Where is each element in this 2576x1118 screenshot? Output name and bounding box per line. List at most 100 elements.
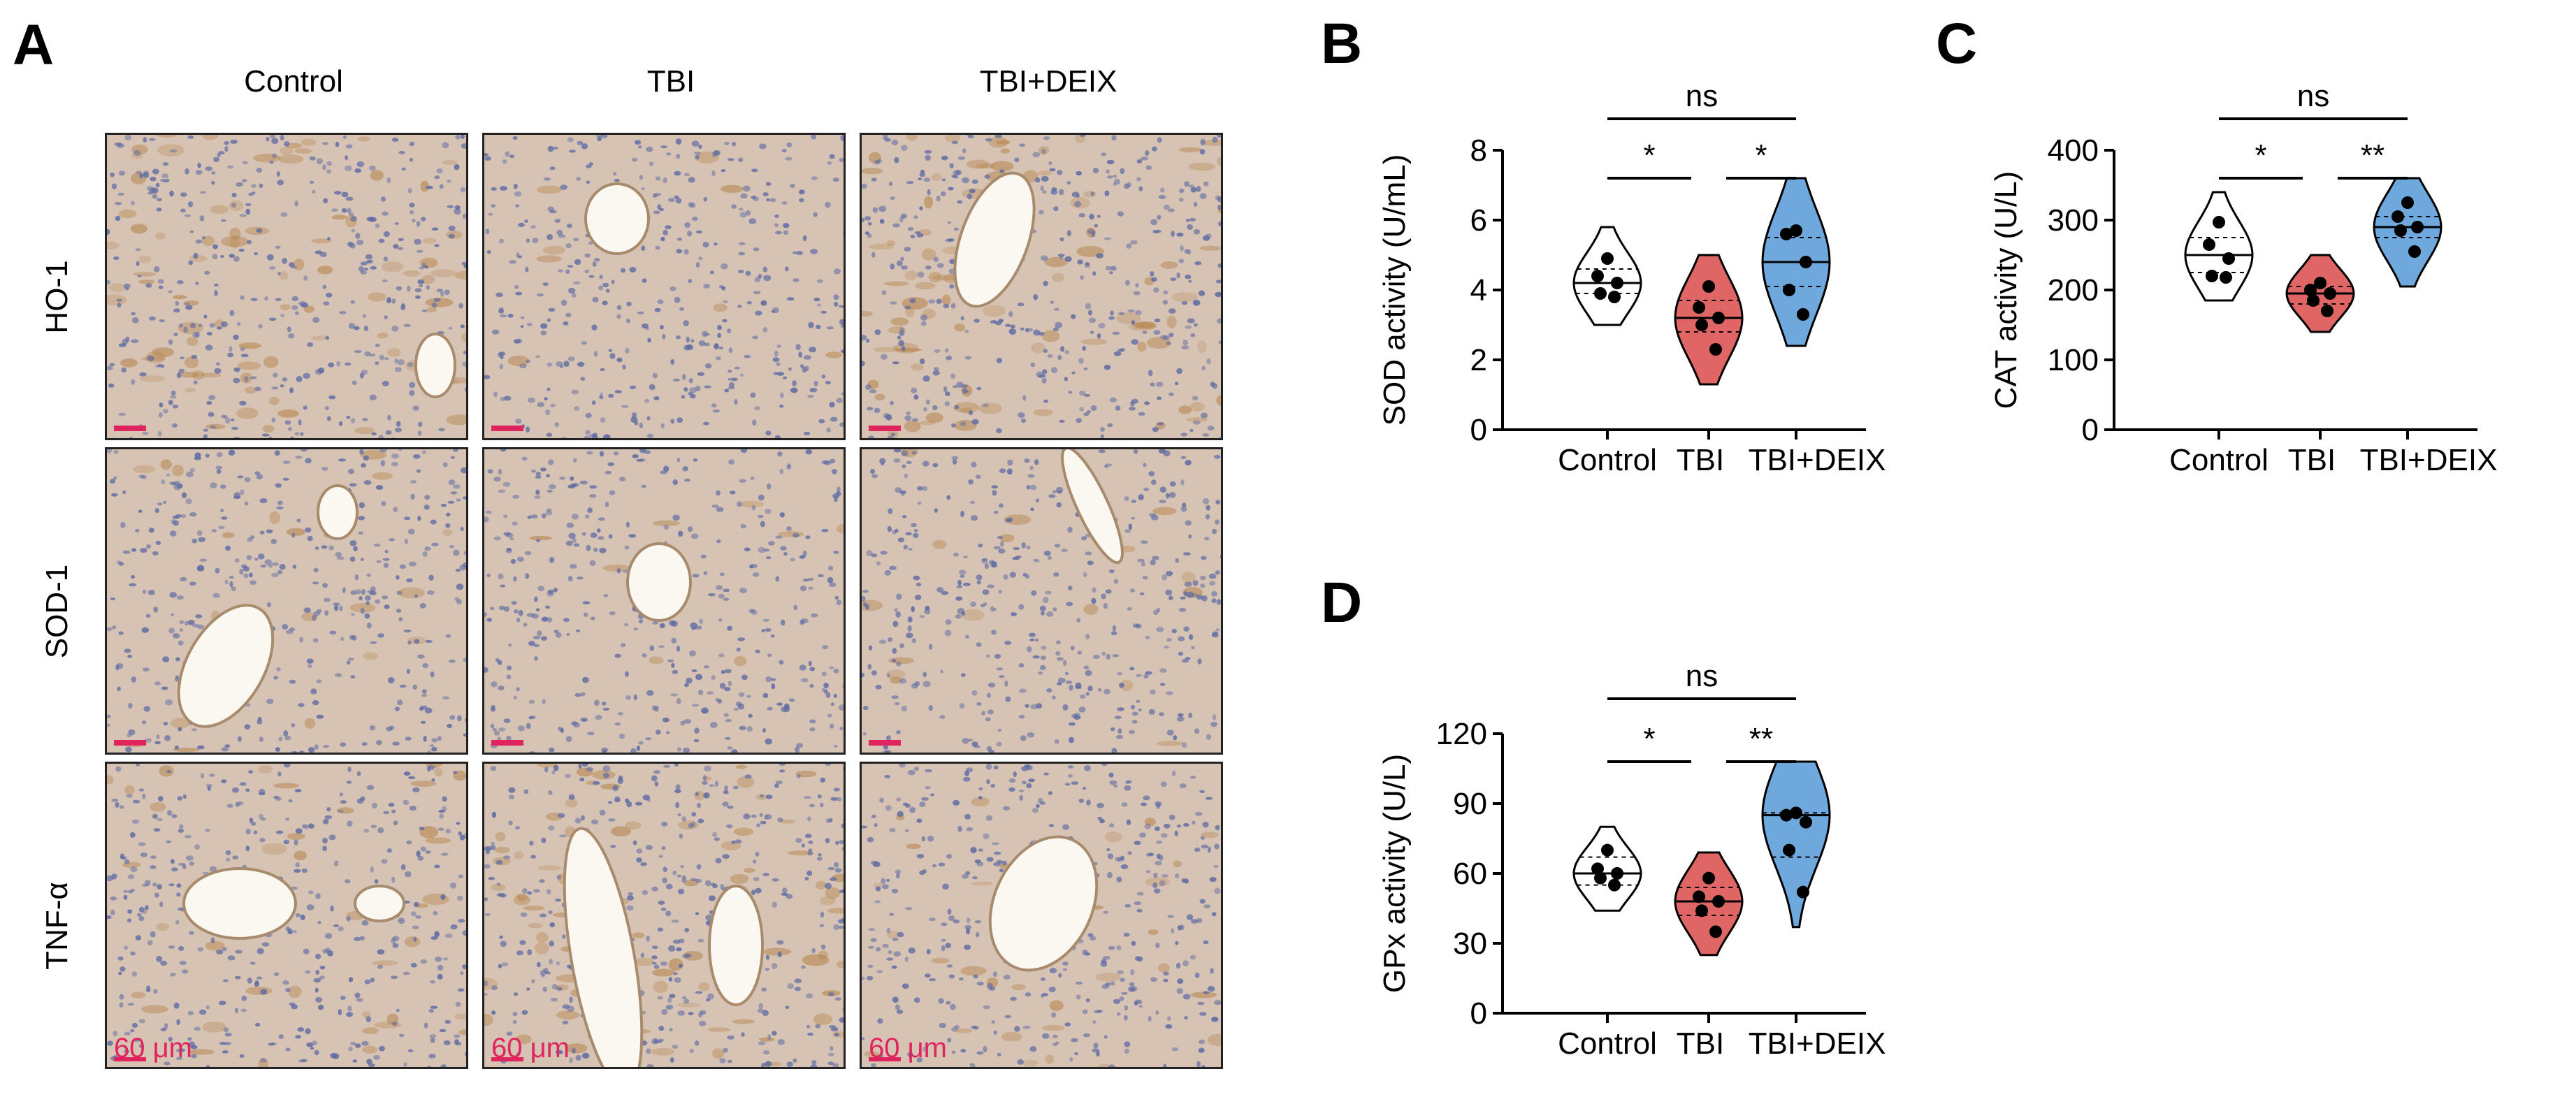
scale-bar — [114, 426, 146, 431]
panel-c-letter: C — [1936, 12, 1977, 75]
histology-image-sod1-tbi-deix — [860, 447, 1223, 755]
histology-image-ho1-control — [105, 133, 468, 440]
y-tick-label: 400 — [2048, 133, 2099, 168]
violin-tbi — [1674, 851, 1744, 957]
violin-tbi-deix — [2373, 177, 2443, 288]
significance-label: * — [1755, 138, 1767, 173]
data-point — [2401, 196, 2414, 209]
significance-label: * — [2255, 138, 2266, 173]
data-point — [1800, 815, 1812, 829]
data-point — [2324, 287, 2336, 300]
scale-bar — [491, 1057, 523, 1061]
violin-tbi — [1674, 254, 1744, 386]
scale-bar — [491, 426, 523, 431]
violin-control — [1572, 825, 1642, 912]
data-point — [1695, 319, 1708, 331]
chart-sod-activity: B 0 2 4 6 8 SOD activity (U/mL) Control TBI TBI+D… — [1321, 12, 1886, 477]
significance-label: ns — [2297, 79, 2329, 113]
data-point — [1783, 843, 1795, 857]
scale-bar — [869, 740, 901, 746]
data-point — [1611, 277, 1623, 289]
y-tick-label: 120 — [1436, 717, 1487, 751]
scale-bar — [114, 1057, 146, 1061]
y-tick-label: 0 — [2082, 413, 2099, 447]
y-tick-label: 90 — [1453, 787, 1487, 821]
data-point — [2220, 271, 2232, 284]
y-axis-label: GPx activity (U/L) — [1377, 754, 1412, 993]
scale-bar-label: 60 μm — [869, 1033, 947, 1063]
significance-label: * — [1643, 722, 1655, 756]
violin-tbi-deix — [1761, 760, 1831, 929]
y-tick-label: 60 — [1453, 857, 1487, 891]
panel-b-letter: B — [1321, 12, 1362, 75]
y-tick-label: 0 — [1470, 996, 1487, 1031]
histology-image-tnfa-tbi: 60 μm — [482, 762, 846, 1069]
y-tick-label: 8 — [1470, 133, 1487, 168]
data-point — [1780, 808, 1793, 822]
x-tick-label: TBI — [1677, 1026, 1724, 1061]
data-point — [2394, 224, 2407, 237]
scale-bar — [869, 426, 901, 431]
data-point — [1709, 343, 1722, 356]
histology-image-sod1-control — [105, 447, 468, 755]
y-axis-label: SOD activity (U/mL) — [1377, 154, 1412, 426]
row-header-ho1: HO-1 — [40, 260, 74, 334]
data-point — [1608, 878, 1621, 892]
data-point — [2203, 238, 2215, 251]
histology-image-ho1-tbi-deix — [860, 133, 1223, 440]
significance-label: ** — [2361, 138, 2385, 173]
data-point — [1800, 256, 1812, 268]
data-point — [1693, 890, 1705, 903]
data-point — [1594, 287, 1607, 300]
data-point — [1695, 904, 1708, 917]
data-point — [1702, 280, 1715, 293]
data-point — [1611, 867, 1623, 880]
scale-bar-label: 60 μm — [114, 1033, 192, 1063]
data-point — [1780, 228, 1793, 240]
x-tick-label: TBI+DEIX — [2360, 443, 2498, 477]
y-axis-label: CAT activity (U/L) — [1989, 171, 2023, 409]
y-tick-label: 0 — [1470, 413, 1487, 447]
data-point — [1693, 301, 1705, 314]
data-point — [2411, 221, 2424, 233]
column-header-control: Control — [244, 64, 343, 99]
y-tick-label: 200 — [2048, 273, 2099, 307]
scale-bar — [869, 1057, 901, 1061]
data-point — [1790, 806, 1802, 820]
chart-gpx-activity: D 0 30 60 90 120 GPx activity (U/L) Control TBI T… — [1321, 571, 1886, 1061]
data-point — [1797, 885, 1809, 899]
data-point — [1783, 284, 1795, 296]
data-point — [2392, 210, 2404, 223]
scale-bar — [114, 740, 146, 746]
y-tick-label: 2 — [1470, 343, 1487, 377]
data-point — [2222, 252, 2235, 265]
data-point — [1709, 925, 1722, 938]
data-point — [1591, 270, 1604, 282]
data-point — [1594, 871, 1607, 885]
y-tick-label: 300 — [2048, 203, 2099, 238]
data-point — [2408, 245, 2421, 258]
significance-label: * — [1643, 138, 1655, 173]
column-header-tbi-deix: TBI+DEIX — [979, 64, 1117, 99]
data-point — [1601, 252, 1614, 265]
y-tick-label: 30 — [1453, 927, 1487, 961]
row-header-tnfa: TNF-α — [40, 882, 74, 970]
data-point — [1797, 308, 1809, 321]
x-tick-label: TBI — [1677, 443, 1724, 477]
data-point — [1702, 871, 1715, 885]
chart-cat-activity: C 0 100 200 300 400 CAT activity (U/L) Control T… — [1936, 12, 2498, 477]
violin-control — [2184, 191, 2254, 302]
histology-image-tnfa-control: 60 μm — [105, 762, 468, 1069]
scale-bar-label: 60 μm — [491, 1033, 570, 1063]
x-tick-label: Control — [1558, 1026, 1657, 1061]
column-header-tbi: TBI — [646, 64, 695, 99]
x-tick-label: Control — [2169, 443, 2269, 477]
panel-a-letter: A — [13, 13, 55, 77]
data-point — [2321, 305, 2333, 317]
data-point — [2213, 216, 2225, 228]
significance-label: ns — [1686, 79, 1718, 113]
x-tick-label: TBI+DEIX — [1749, 443, 1886, 477]
data-point — [2206, 270, 2218, 282]
data-point — [1601, 843, 1614, 857]
panel-d-letter: D — [1321, 571, 1362, 634]
